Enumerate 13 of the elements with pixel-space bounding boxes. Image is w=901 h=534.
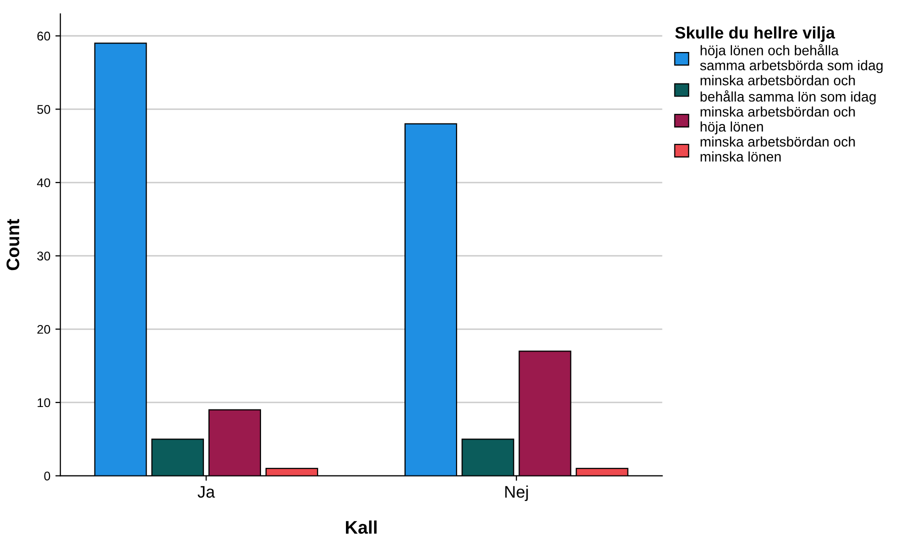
x-tick-label: Nej [505, 486, 528, 502]
legend-title: Skulle du hellre vilja [675, 26, 836, 42]
legend-label: minska arbetsbördan och minska lönen [700, 136, 855, 162]
y-tick-label: 30 [37, 252, 50, 260]
y-tick-label: 50 [37, 105, 50, 114]
y-axis-title: Count [6, 218, 20, 270]
x-tick-label: Ja [198, 486, 215, 498]
y-tick-label: 60 [37, 32, 50, 41]
y-tick-label: 20 [37, 324, 50, 334]
x-axis-title: Kall [346, 520, 377, 534]
y-tick-label: 0 [44, 472, 50, 480]
y-tick-label: 40 [37, 178, 50, 188]
y-tick-label: 10 [38, 398, 50, 408]
